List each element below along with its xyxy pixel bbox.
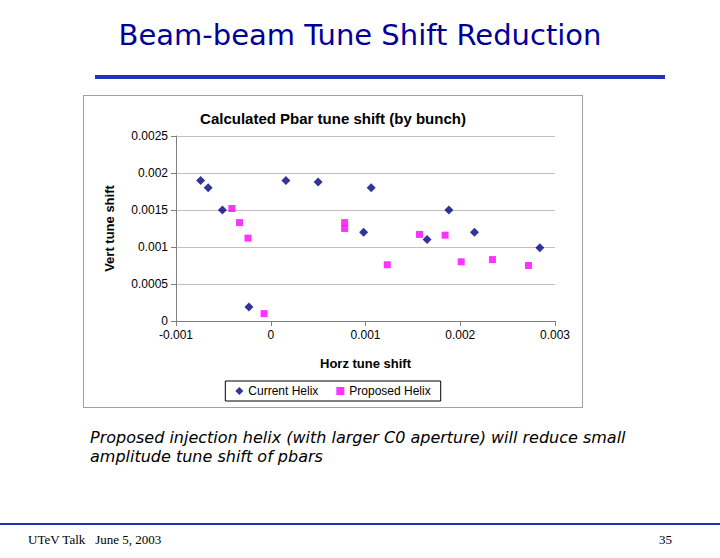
- svg-text:Current Helix: Current Helix: [248, 384, 318, 398]
- html-text:35: 35: [659, 532, 672, 547]
- svg-text:Proposed Helix: Proposed Helix: [349, 384, 430, 398]
- html-text:UTeV Talk: UTeV Talk: [28, 532, 86, 547]
- svg-text:0.0015: 0.0015: [131, 203, 168, 217]
- svg-text:0.0005: 0.0005: [131, 277, 168, 291]
- svg-text:0.0025: 0.0025: [131, 129, 168, 143]
- svg-text:0.001: 0.001: [350, 328, 380, 342]
- svg-text:Horz tune shift: Horz tune shift: [320, 356, 412, 371]
- svg-text:0.001: 0.001: [138, 240, 168, 254]
- svg-text:0.002: 0.002: [138, 166, 168, 180]
- svg-text:0.003: 0.003: [540, 328, 570, 342]
- svg-text:-0.001: -0.001: [159, 328, 193, 342]
- svg-text:0: 0: [161, 314, 168, 328]
- svg-text:0: 0: [267, 328, 274, 342]
- svg-text:0.002: 0.002: [445, 328, 475, 342]
- html-text:Beam-beam Tune Shift Reduction: Beam-beam Tune Shift Reduction: [118, 18, 602, 52]
- html-text:June 5, 2003: June 5, 2003: [95, 532, 162, 547]
- svg-text:Calculated Pbar tune shift (by: Calculated Pbar tune shift (by bunch): [200, 110, 466, 127]
- svg-text:Vert tune shift: Vert tune shift: [102, 184, 117, 271]
- html-text:Proposed injection helix (with: Proposed injection helix (with larger C0…: [90, 428, 626, 466]
